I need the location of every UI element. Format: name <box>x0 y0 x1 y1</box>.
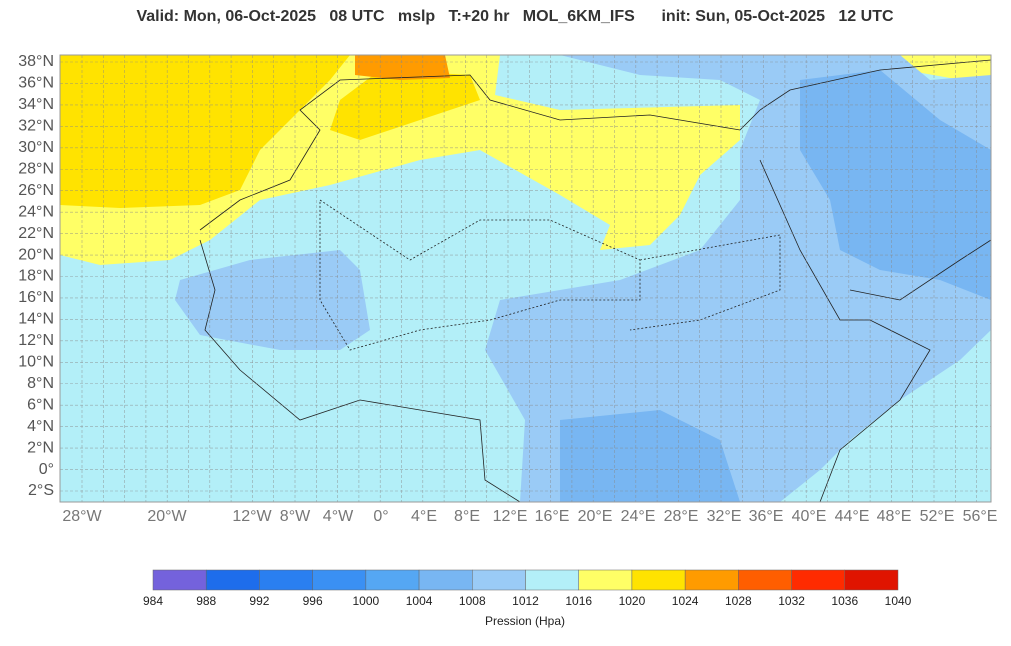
colorbar-tick-label: 1012 <box>512 594 539 608</box>
colorbar-tick-label: 988 <box>196 594 216 608</box>
lat-label: 20°N <box>18 246 54 263</box>
low-pressure-zone <box>175 250 370 350</box>
low-pressure-core <box>560 410 740 502</box>
colorbar-label: Pression (Hpa) <box>485 614 565 628</box>
high-pressure-zone <box>900 55 991 80</box>
colorbar-tick-label: 1020 <box>619 594 646 608</box>
colorbar-segment <box>631 569 686 591</box>
lat-label: 32°N <box>18 118 54 135</box>
lon-label: 52°E <box>920 508 955 525</box>
lat-label: 30°N <box>18 139 54 156</box>
colorbar-tick-label: 1008 <box>459 594 486 608</box>
lon-label: 24°E <box>621 508 656 525</box>
lat-label: 8°N <box>27 375 54 392</box>
lat-label: 38°N <box>18 53 54 70</box>
high-pressure-peak <box>355 55 450 80</box>
lat-label: 24°N <box>18 203 54 220</box>
lon-label: 28°W <box>62 508 102 525</box>
colorbar-segment <box>365 569 420 591</box>
colorbar-tick-label: 1004 <box>406 594 433 608</box>
colorbar-segment <box>472 569 526 591</box>
colorbar-tick-label: 1028 <box>725 594 752 608</box>
lat-label: 0° <box>39 461 54 478</box>
map <box>60 55 991 502</box>
colorbar-tick-label: 992 <box>249 594 269 608</box>
colorbar-segment <box>312 569 367 591</box>
colorbar-tick-label: 984 <box>143 594 163 608</box>
colorbar-segment <box>844 569 899 591</box>
country-border <box>319 199 781 351</box>
lon-label: 12°E <box>493 508 528 525</box>
lon-label: 32°E <box>707 508 742 525</box>
lon-label: 20°W <box>147 508 187 525</box>
lon-label: 56°E <box>963 508 998 525</box>
lon-label: 36°E <box>749 508 784 525</box>
colorbar-segment <box>205 569 260 591</box>
colorbar-segment <box>684 569 739 591</box>
lon-label: 4°E <box>411 508 437 525</box>
lat-label: 28°N <box>18 160 54 177</box>
colorbar-tick-label: 1016 <box>565 594 592 608</box>
lat-label: 12°N <box>18 332 54 349</box>
lon-label: 8°W <box>280 508 311 525</box>
lat-label: 14°N <box>18 311 54 328</box>
low-pressure-core <box>800 70 991 300</box>
lat-label: 16°N <box>18 289 54 306</box>
lon-label: 16°E <box>535 508 570 525</box>
map-frame <box>59 54 992 503</box>
colorbar: 984 988 992 996 1000 1004 1008 1012 1016 1020 1024… <box>143 569 912 608</box>
lon-label: 0° <box>373 508 388 525</box>
colorbar-segment <box>791 569 846 591</box>
lat-labels: 38°N 36°N 34°N 32°N 30°N 28°N 26°N 24°N 22°N 20°N… <box>18 53 54 499</box>
lon-label: 8°E <box>454 508 480 525</box>
colorbar-segment <box>738 569 792 591</box>
lon-label: 28°E <box>664 508 699 525</box>
grid <box>60 55 991 502</box>
lat-label: 22°N <box>18 225 54 242</box>
high-pressure-core <box>60 55 350 208</box>
colorbar-segment <box>578 569 633 591</box>
colorbar-tick-label: 1040 <box>885 594 912 608</box>
colorbar-tick-label: 1032 <box>778 594 805 608</box>
lat-label: 34°N <box>18 96 54 113</box>
colorbar-tick-label: 1024 <box>672 594 699 608</box>
lat-label: 4°N <box>27 418 54 435</box>
lat-label: 2°N <box>27 439 54 456</box>
lat-label: 36°N <box>18 75 54 92</box>
lat-label: 2°S <box>28 482 54 499</box>
colorbar-segment <box>259 569 313 591</box>
title: Valid: Mon, 06-Oct-2025 08 UTC mslp T:+2… <box>136 8 894 25</box>
colorbar-tick-label: 1000 <box>353 594 380 608</box>
coastline <box>199 59 991 231</box>
lat-label: 18°N <box>18 268 54 285</box>
colorbar-tick-label: 996 <box>303 594 323 608</box>
lon-label: 40°E <box>792 508 827 525</box>
colorbar-segment <box>152 569 207 591</box>
lon-label: 4°W <box>323 508 354 525</box>
lat-label: 10°N <box>18 354 54 371</box>
lon-label: 12°W <box>232 508 272 525</box>
lon-label: 44°E <box>835 508 870 525</box>
lat-label: 26°N <box>18 182 54 199</box>
lat-label: 6°N <box>27 396 54 413</box>
colorbar-tick-label: 1036 <box>831 594 858 608</box>
colorbar-segment <box>525 569 579 591</box>
colorbar-segment <box>418 569 473 591</box>
lon-label: 48°E <box>877 508 912 525</box>
lon-label: 20°E <box>578 508 613 525</box>
lon-labels: 28°W 20°W 12°W 8°W 4°W 0° 4°E 8°E 12°E 16°E 20°E 24… <box>62 508 997 525</box>
